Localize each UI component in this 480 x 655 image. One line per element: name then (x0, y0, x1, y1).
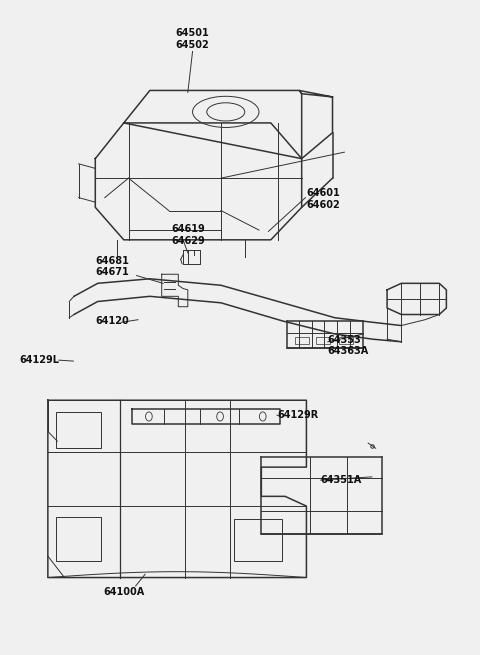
Text: 64619
64629: 64619 64629 (171, 225, 205, 246)
Text: 64100A: 64100A (103, 588, 144, 597)
Bar (295, 337, 309, 345)
Text: 64351A: 64351A (321, 475, 362, 485)
Text: 64129R: 64129R (277, 410, 318, 420)
Bar (339, 337, 353, 345)
Text: 64501
64502: 64501 64502 (176, 28, 209, 50)
Text: 64601
64602: 64601 64602 (306, 188, 340, 210)
Bar (56, 517, 101, 561)
Text: 64681
64671: 64681 64671 (96, 255, 129, 277)
Bar (234, 519, 282, 561)
Bar (316, 337, 330, 345)
Bar (56, 412, 101, 447)
Text: 64129L: 64129L (19, 355, 60, 365)
Text: 64353
64363A: 64353 64363A (328, 335, 369, 356)
Text: 64120: 64120 (96, 316, 129, 326)
